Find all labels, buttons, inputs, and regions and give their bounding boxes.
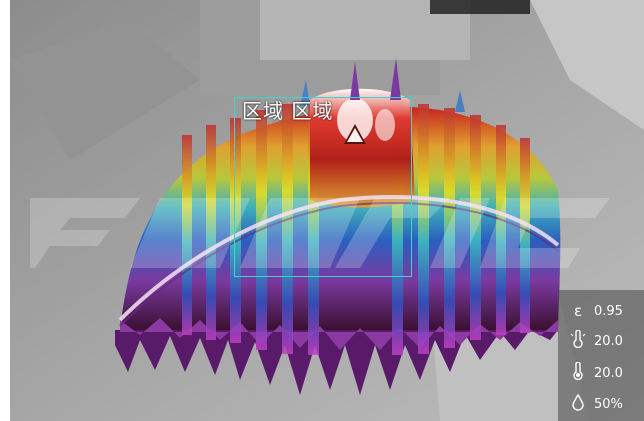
epsilon-icon: ε: [573, 302, 583, 320]
humidity-row: 50%: [568, 393, 623, 415]
ambient-temperature-row: 20.0: [568, 361, 623, 384]
measurement-parameters-panel: ε 0.95 20.0 20.0 50%: [558, 290, 644, 421]
humidity-drop-icon: [568, 393, 588, 415]
thermal-image-viewer[interactable]: 区域 区域: [10, 0, 644, 421]
reflected-temperature-value: 20.0: [594, 333, 623, 349]
ambient-temperature-value: 20.0: [594, 365, 623, 381]
roi-box[interactable]: [234, 97, 412, 277]
humidity-value: 50%: [594, 396, 623, 412]
thermal-image: [10, 0, 644, 421]
emissivity-value: 0.95: [594, 303, 623, 319]
max-temperature-marker-icon: [344, 124, 366, 144]
roi-label: 区域 区域: [242, 99, 334, 123]
reflected-temperature-row: 20.0: [568, 329, 623, 352]
emissivity-row: ε 0.95: [568, 300, 623, 322]
reflected-temperature-icon: [568, 329, 588, 352]
thermometer-icon: [568, 361, 588, 384]
